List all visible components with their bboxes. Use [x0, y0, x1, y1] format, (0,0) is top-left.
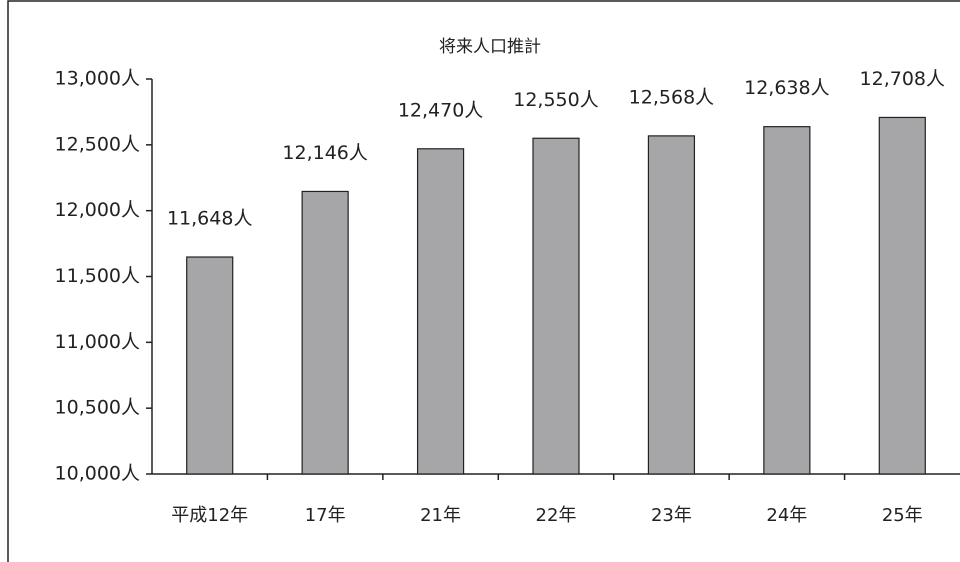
value-label: 12,470人 [398, 99, 483, 121]
y-tick-label: 12,000人 [55, 199, 140, 221]
bar [647, 135, 696, 475]
x-tick-label: 22年 [536, 505, 577, 526]
x-tick-label: 25年 [882, 505, 923, 526]
y-tick-label: 11,000人 [55, 331, 140, 353]
value-label: 12,638人 [744, 77, 829, 99]
y-tick-label: 10,000人 [55, 463, 140, 485]
bar [416, 148, 465, 475]
bar [186, 256, 234, 475]
value-label: 12,550人 [513, 89, 598, 111]
value-label: 11,648人 [167, 208, 252, 230]
y-tick-label: 13,000人 [55, 68, 140, 90]
x-tick-label: 24年 [766, 505, 807, 526]
y-tick-label: 10,500人 [55, 397, 140, 419]
x-tick-label: 21年 [420, 505, 461, 526]
y-tick-label: 11,500人 [55, 265, 140, 287]
y-tick-label: 12,500人 [55, 133, 140, 155]
x-tick-label: 23年 [651, 505, 692, 526]
x-tick-label: 平成12年 [171, 505, 248, 526]
chart-frame [7, 0, 960, 562]
value-label: 12,146人 [282, 142, 367, 164]
bar [763, 126, 811, 475]
chart-title: 将来人口推計 [439, 37, 541, 57]
x-tick-label: 17年 [305, 505, 346, 526]
bar [301, 190, 349, 475]
bar [532, 137, 580, 475]
value-label: 12,568人 [629, 86, 714, 108]
bar [878, 116, 926, 475]
value-label: 12,708人 [860, 68, 945, 90]
